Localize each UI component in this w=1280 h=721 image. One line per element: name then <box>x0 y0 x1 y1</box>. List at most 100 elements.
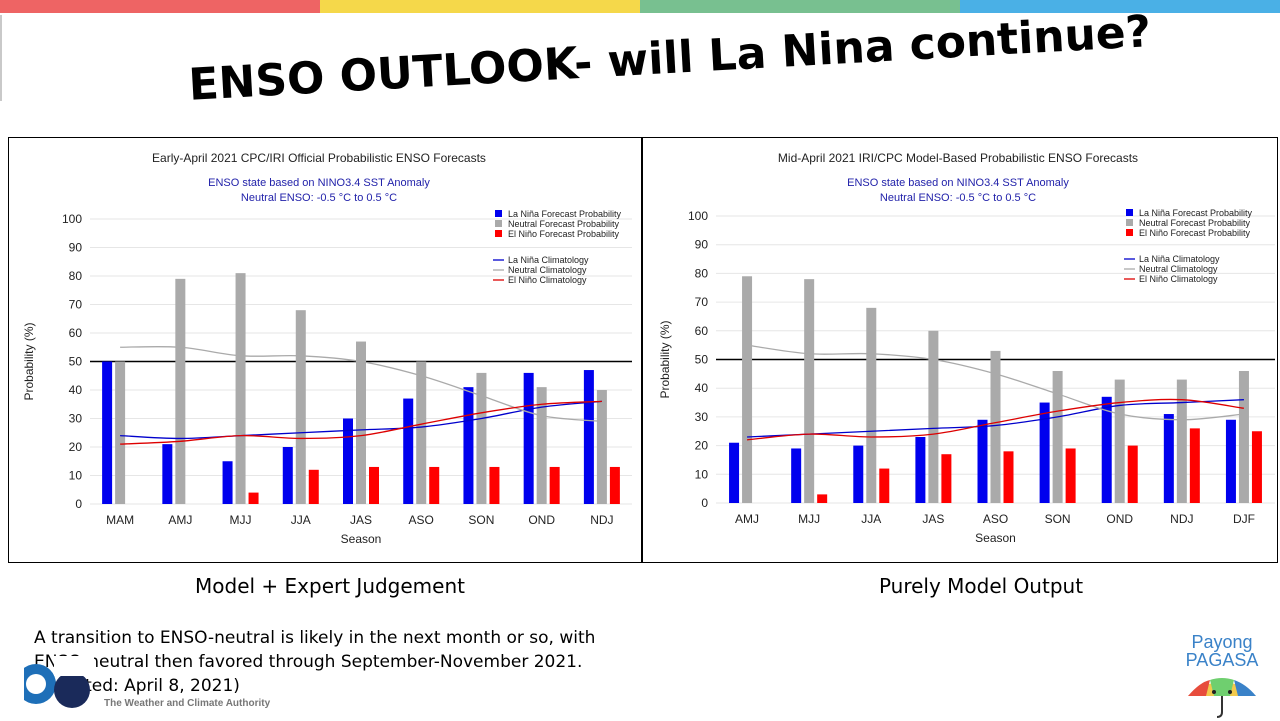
legend-entry: La Niña Forecast Probability <box>508 209 622 219</box>
chart-panel-right: Mid-April 2021 IRI/CPC Model-Based Proba… <box>642 137 1278 563</box>
legend-entry: La Niña Climatology <box>1139 254 1220 264</box>
x-tick-label: SON <box>1045 512 1071 526</box>
chart-title: Mid-April 2021 IRI/CPC Model-Based Proba… <box>778 151 1138 165</box>
bar <box>549 466 560 504</box>
chart-title: Early-April 2021 CPC/IRI Official Probab… <box>152 151 486 165</box>
brand-text-payong: Payong <box>1191 632 1253 652</box>
bar <box>990 350 1001 503</box>
legend-entry: El Niño Climatology <box>508 275 587 285</box>
brand-text-pagasa: PAGASA <box>1185 650 1259 670</box>
legend-entry: El Niño Forecast Probability <box>508 229 620 239</box>
x-tick-label: ASO <box>983 512 1008 526</box>
x-tick-label: AMJ <box>735 512 759 526</box>
legend-entry: Neutral Forecast Probability <box>1139 218 1251 228</box>
bar <box>1225 419 1236 503</box>
bar <box>1039 402 1050 503</box>
umbrella-icon <box>1188 678 1256 718</box>
climatology-line <box>120 345 602 422</box>
legend-swatch <box>495 220 502 227</box>
footnote-line: A transition to ENSO-neutral is likely i… <box>34 628 596 648</box>
legend-swatch <box>1126 209 1133 216</box>
y-tick-label: 60 <box>69 326 83 340</box>
bar <box>915 436 926 503</box>
x-tick-label: NDJ <box>590 513 613 527</box>
y-tick-label: 90 <box>69 241 83 255</box>
bar <box>1189 428 1200 503</box>
agency-logo <box>14 656 94 716</box>
footnote-line: ENSO-neutral then favored through Septem… <box>34 652 583 672</box>
bar <box>866 307 877 503</box>
bar <box>416 361 427 504</box>
legend-entry: Neutral Climatology <box>1139 264 1218 274</box>
bar <box>356 341 366 504</box>
x-axis-label: Season <box>341 532 382 546</box>
chart-panel-left: Early-April 2021 CPC/IRI Official Probab… <box>8 137 642 563</box>
chart-subtitle: Neutral ENSO: -0.5 °C to 0.5 °C <box>241 192 397 204</box>
bar <box>222 461 233 504</box>
y-tick-label: 40 <box>69 383 83 397</box>
y-tick-label: 100 <box>688 209 708 223</box>
top-bar-yellow <box>320 0 640 13</box>
x-tick-label: MJJ <box>798 512 820 526</box>
legend-swatch <box>1126 219 1133 226</box>
bar <box>879 468 890 503</box>
bar <box>115 361 126 504</box>
bar <box>235 273 246 504</box>
x-axis-label: Season <box>975 531 1016 545</box>
bar <box>1127 445 1138 503</box>
y-tick-label: 50 <box>695 353 709 367</box>
footnote: A transition to ENSO-neutral is likely i… <box>34 626 624 698</box>
x-tick-label: NDJ <box>1170 512 1193 526</box>
bar <box>403 398 414 504</box>
y-tick-label: 10 <box>69 469 83 483</box>
y-tick-label: 0 <box>701 496 708 510</box>
y-tick-label: 0 <box>75 497 82 511</box>
legend-entry: El Niño Climatology <box>1139 274 1218 284</box>
footnote-line: (Updated: April 8, 2021) <box>34 676 240 696</box>
x-tick-label: ASO <box>409 513 434 527</box>
legend-entry: Neutral Climatology <box>508 265 587 275</box>
legend-swatch <box>495 230 502 237</box>
chart-subtitle: ENSO state based on NINO3.4 SST Anomaly <box>847 177 1069 189</box>
chart-subtitle: ENSO state based on NINO3.4 SST Anomaly <box>208 177 430 189</box>
bar <box>1163 414 1174 503</box>
bar <box>609 466 620 504</box>
x-tick-label: OND <box>1106 512 1133 526</box>
bar <box>489 466 500 504</box>
payong-pagasa-logo: Payong PAGASA <box>1166 632 1278 720</box>
y-tick-label: 100 <box>62 212 82 226</box>
legend-entry: Neutral Forecast Probability <box>508 219 620 229</box>
bar <box>463 387 474 504</box>
bar <box>729 442 740 503</box>
climatology-line <box>746 344 1245 421</box>
bar <box>369 466 379 504</box>
bar <box>308 469 319 504</box>
bar <box>343 418 353 504</box>
caption-left: Model + Expert Judgement <box>195 574 465 598</box>
bar <box>536 387 547 504</box>
top-bar-green <box>640 0 960 13</box>
legend-entry: La Niña Forecast Probability <box>1139 208 1253 218</box>
y-tick-label: 30 <box>695 410 709 424</box>
legend-swatch <box>1126 229 1133 236</box>
left-rule <box>0 15 2 101</box>
y-tick-label: 60 <box>695 324 709 338</box>
y-tick-label: 20 <box>695 439 709 453</box>
bar <box>583 370 594 504</box>
chart-right: Mid-April 2021 IRI/CPC Model-Based Proba… <box>658 151 1275 545</box>
climatology-line <box>746 398 1245 441</box>
y-tick-label: 50 <box>69 355 83 369</box>
x-tick-label: AMJ <box>168 513 192 527</box>
climatology-line <box>120 400 602 445</box>
x-tick-label: SON <box>468 513 494 527</box>
y-tick-label: 90 <box>695 238 709 252</box>
y-tick-label: 30 <box>69 412 83 426</box>
slide-title: ENSO OUTLOOK- will La Nina continue? <box>187 6 1153 111</box>
bar <box>476 372 487 504</box>
bar <box>248 492 259 504</box>
y-tick-label: 80 <box>695 266 709 280</box>
top-bar-red <box>0 0 320 13</box>
agency-logo-icon <box>14 656 94 716</box>
y-tick-label: 40 <box>695 381 709 395</box>
top-bar-blue <box>960 0 1280 13</box>
